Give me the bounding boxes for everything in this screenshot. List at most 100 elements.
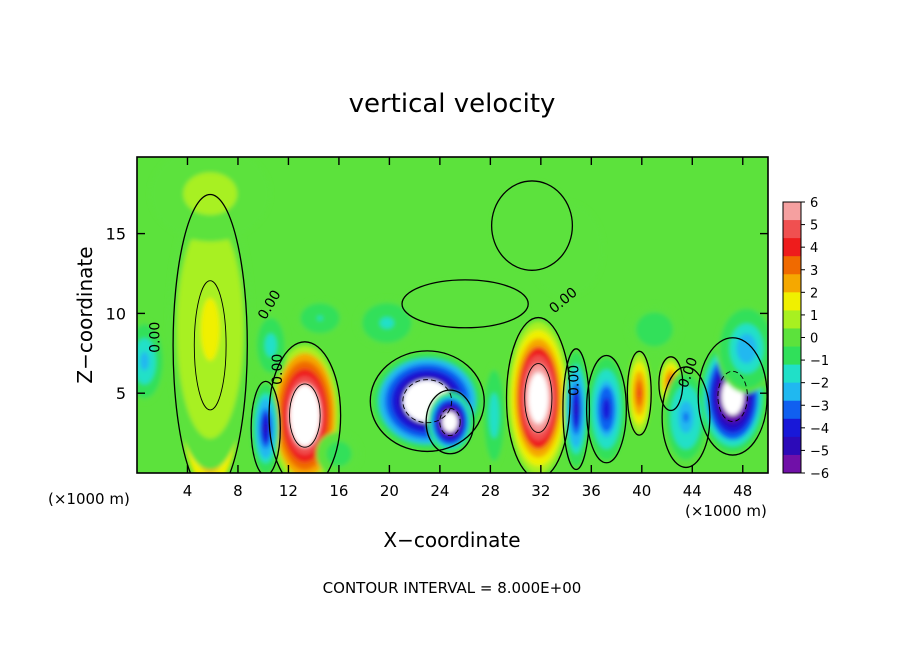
- velocity-band: [317, 316, 323, 321]
- velocity-band: [574, 402, 578, 416]
- zero-contour: [369, 350, 485, 453]
- zero-contour: [490, 180, 574, 271]
- y-tick-label: 5: [116, 384, 126, 403]
- x-tick-label: 4: [183, 482, 193, 500]
- velocity-band: [301, 407, 309, 424]
- velocity-band: [729, 390, 737, 403]
- velocity-cell: [716, 303, 768, 394]
- colorbar-swatch: [783, 274, 801, 293]
- colorbar-tick-label: 5: [810, 219, 818, 234]
- zero-contour: [268, 341, 342, 473]
- colorbar-swatch: [783, 292, 801, 311]
- x-tick-label: 48: [733, 482, 752, 500]
- colorbar-tick-label: 1: [810, 309, 818, 324]
- velocity-band: [458, 301, 473, 307]
- velocity-band: [492, 409, 496, 422]
- chart-title: vertical velocity: [349, 89, 556, 119]
- velocity-cell: [316, 431, 362, 473]
- colorbar-swatch: [783, 400, 801, 420]
- colorbar-tick-label: −5: [810, 444, 829, 459]
- zero-contour: [505, 316, 571, 473]
- y-tick-label: 10: [106, 304, 126, 323]
- inner-contour: [439, 407, 461, 437]
- x-tick-label: 16: [329, 482, 348, 500]
- zero-contour: [250, 380, 281, 473]
- x-unit-right: (×1000 m): [685, 502, 767, 520]
- colorbar: 6 5 4 3 2 1 0 −1 −2 −3 −4 −5 −6: [782, 196, 829, 482]
- zero-contour: [562, 348, 591, 471]
- velocity-band: [683, 411, 689, 423]
- colorbar-swatch: [783, 220, 801, 239]
- y-axis-label: Z−coordinate: [73, 246, 97, 383]
- y-axis: 5 10 15: [106, 225, 768, 403]
- x-tick-label: 20: [380, 482, 399, 500]
- inner-contour: [524, 363, 553, 433]
- colorbar-swatch: [783, 364, 801, 384]
- x-tick-label: 36: [582, 482, 601, 500]
- x-axis-label: X−coordinate: [383, 528, 520, 552]
- velocity-band: [264, 423, 268, 434]
- velocity-band: [651, 326, 658, 333]
- x-tick-label: 44: [683, 482, 702, 500]
- velocity-cell: [482, 364, 506, 467]
- velocity-band: [604, 403, 609, 415]
- x-unit-left: (×1000 m): [48, 490, 130, 508]
- velocity-cell: [270, 345, 339, 473]
- colorbar-swatch: [783, 328, 801, 348]
- x-tick-label: 28: [481, 482, 500, 500]
- velocity-cell: [508, 321, 569, 473]
- colorbar-tick-label: 3: [810, 264, 818, 279]
- inner-contour: [717, 370, 748, 422]
- zero-contour: [697, 337, 768, 456]
- velocity-cells: [137, 157, 768, 473]
- colorbar-swatch: [783, 310, 801, 329]
- colorbar-swatch: [783, 418, 801, 438]
- x-tick-label: 32: [531, 482, 550, 500]
- contour-interval-note: CONTOUR INTERVAL = 8.000E+00: [323, 579, 582, 597]
- velocity-cell: [627, 353, 651, 434]
- zero-contour: [661, 366, 711, 469]
- plot-frame: [136, 156, 769, 474]
- contour-label: 0.00: [148, 322, 164, 353]
- colorbar-tick-label: −3: [810, 399, 829, 414]
- velocity-cell: [149, 157, 271, 242]
- velocity-cell: [137, 319, 165, 403]
- velocity-cell: [402, 279, 529, 328]
- colorbar-tick-label: 0: [810, 332, 818, 347]
- colorbar-tick-label: −1: [810, 354, 829, 369]
- colorbar-swatch: [783, 202, 801, 221]
- velocity-cell: [663, 369, 709, 466]
- zero-contour: [425, 389, 475, 455]
- velocity-band: [203, 188, 217, 200]
- velocity-cell: [587, 358, 626, 461]
- colorbar-tick-label: 4: [810, 241, 818, 256]
- velocity-band: [142, 356, 147, 366]
- velocity-band: [205, 313, 215, 345]
- inner-contour: [402, 379, 453, 424]
- velocity-cell: [626, 303, 683, 355]
- colorbar-swatch: [783, 382, 801, 402]
- velocity-cell: [355, 297, 419, 349]
- contour-label: 0.00: [270, 354, 286, 385]
- velocity-band: [638, 388, 641, 398]
- zero-contour: [626, 350, 652, 436]
- velocity-band: [383, 320, 391, 326]
- colorbar-swatch: [783, 238, 801, 257]
- colorbar-tick-label: 2: [810, 286, 818, 301]
- colorbar-tick-label: −6: [810, 467, 829, 482]
- colorbar-tick-label: −2: [810, 377, 829, 392]
- colorbar-swatch: [783, 256, 801, 275]
- velocity-band: [534, 389, 542, 407]
- velocity-cell: [253, 310, 289, 381]
- y-tick-label: 15: [106, 225, 126, 244]
- x-tick-label: 24: [430, 482, 449, 500]
- velocity-band: [447, 418, 453, 426]
- velocity-cell: [427, 391, 473, 453]
- zero-contours: 0.000.000.000.000.00 0.00: [148, 180, 768, 473]
- inner-contour: [193, 280, 227, 411]
- zero-contour: [172, 193, 248, 473]
- zero-contour: [585, 354, 627, 464]
- x-tick-label: 12: [279, 482, 298, 500]
- colorbar-swatch: [783, 454, 801, 474]
